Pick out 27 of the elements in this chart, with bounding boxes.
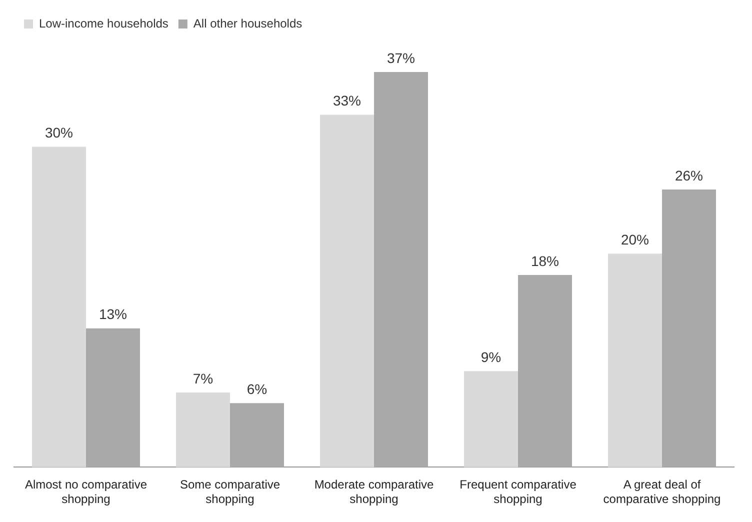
- x-tick-label: A great deal of comparative shopping: [603, 478, 721, 506]
- x-tick-label: Frequent comparative shopping: [460, 478, 577, 506]
- legend-label: Low-income households: [39, 16, 168, 30]
- legend-label: All other households: [193, 16, 302, 30]
- bar: [320, 114, 374, 468]
- bar: [608, 254, 662, 468]
- bar: [32, 146, 86, 468]
- data-label: 33%: [332, 92, 362, 109]
- data-label: 7%: [192, 370, 214, 386]
- data-label: 30%: [44, 124, 74, 141]
- data-label: 13%: [98, 306, 128, 322]
- bar: [86, 328, 140, 468]
- bar: [230, 403, 284, 468]
- bar: [464, 371, 518, 468]
- x-tick-label: Almost no comparative shopping: [24, 478, 148, 506]
- bar: [518, 274, 572, 468]
- data-label: 26%: [674, 167, 704, 184]
- x-tick-label: Some comparative shopping: [180, 478, 280, 506]
- data-label: 18%: [530, 252, 560, 269]
- bar: [374, 72, 428, 468]
- x-tick-label: Moderate comparative shopping: [314, 478, 434, 506]
- data-label: 20%: [620, 231, 650, 248]
- data-label: 6%: [246, 380, 268, 397]
- data-label: 9%: [480, 348, 502, 365]
- data-label: 37%: [386, 50, 416, 66]
- bar: [662, 190, 716, 468]
- bar: [176, 392, 230, 468]
